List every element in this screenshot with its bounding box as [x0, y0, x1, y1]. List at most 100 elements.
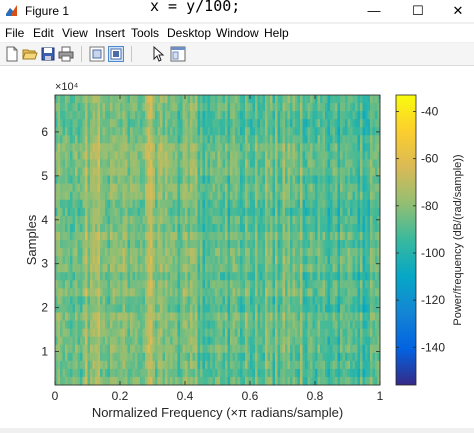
heatmap-cell: [225, 336, 228, 346]
menu-desktop[interactable]: Desktop: [167, 26, 212, 40]
heatmap-cell: [295, 207, 298, 217]
heatmap-cell: [205, 304, 208, 313]
heatmap-cell: [82, 207, 86, 217]
heatmap-cell: [317, 207, 321, 217]
heatmap-cell: [77, 127, 81, 136]
heatmap-cell: [240, 288, 243, 297]
heatmap-cell: [320, 103, 323, 112]
heatmap-cell: [215, 175, 218, 185]
heatmap-cell: [132, 167, 136, 176]
heatmap-cell: [115, 344, 118, 354]
heatmap-cell: [342, 167, 346, 176]
heatmap-cell: [192, 231, 196, 241]
heatmap-cell: [75, 95, 78, 104]
heatmap-cell: [372, 280, 376, 289]
heatmap-cell: [337, 135, 341, 144]
heatmap-cell: [172, 223, 176, 233]
heatmap-cell: [227, 320, 231, 330]
heatmap-cell: [175, 256, 178, 265]
heatmap-cell: [342, 288, 346, 297]
heatmap-cell: [307, 159, 311, 168]
minimize-button[interactable]: —: [367, 3, 381, 18]
heatmap-cell: [277, 183, 281, 193]
heatmap-cell: [125, 256, 128, 265]
heatmap-cell: [332, 288, 336, 297]
maximize-button[interactable]: ☐: [412, 3, 424, 18]
heatmap-cell: [195, 111, 198, 120]
heatmap-cell: [292, 264, 296, 273]
heatmap-cell: [262, 215, 266, 225]
heatmap-cell: [150, 272, 153, 281]
save-icon[interactable]: [40, 46, 56, 62]
heatmap-cell: [260, 336, 263, 346]
heatmap-cell: [355, 199, 358, 209]
menu-tools[interactable]: Tools: [131, 26, 160, 40]
heatmap-cell: [127, 199, 131, 209]
menu-window[interactable]: Window: [216, 26, 259, 40]
menu-help[interactable]: Help: [264, 26, 289, 40]
heatmap-cell: [292, 175, 296, 185]
heatmap-cell: [200, 344, 203, 354]
heatmap-cell: [215, 127, 218, 136]
heatmap-cell: [235, 352, 238, 362]
heatmap-cell: [65, 159, 68, 168]
heatmap-cell: [77, 191, 81, 201]
close-button[interactable]: ✕: [452, 3, 464, 18]
menu-file[interactable]: File: [5, 26, 25, 40]
heatmap-cell: [252, 288, 256, 297]
heatmap-cell: [170, 368, 173, 378]
heatmap-cell: [145, 167, 148, 176]
heatmap-cell: [210, 143, 213, 152]
heatmap-cell: [277, 95, 281, 104]
heatmap-cell: [107, 328, 111, 338]
heatmap-cell: [130, 183, 133, 193]
heatmap-cell: [195, 304, 198, 313]
edit-plot-pointer-icon[interactable]: [150, 46, 166, 62]
dock-icon[interactable]: [170, 46, 186, 62]
open-file-icon[interactable]: [22, 46, 38, 62]
heatmap-cell: [72, 360, 76, 370]
print-icon[interactable]: [58, 46, 74, 62]
heatmap-cell: [292, 103, 296, 112]
heatmap-cell: [80, 183, 83, 193]
heatmap-cell: [200, 256, 203, 265]
heatmap-cell: [112, 240, 116, 249]
heatmap-cell: [287, 360, 291, 370]
heatmap-cell: [175, 344, 178, 354]
heatmap-cell: [82, 256, 86, 265]
heatmap-cell: [180, 103, 183, 112]
heatmap-cell: [140, 95, 143, 104]
heatmap-cell: [130, 240, 133, 249]
menu-insert[interactable]: Insert: [95, 26, 126, 40]
heatmap-cell: [257, 103, 261, 112]
show-plot-tools-icon[interactable]: [108, 46, 124, 62]
heatmap-cell: [262, 296, 266, 305]
heatmap-cell: [117, 344, 121, 354]
heatmap-cell: [105, 95, 108, 104]
heatmap-cell: [175, 352, 178, 362]
heatmap-cell: [197, 328, 201, 338]
heatmap-cell: [285, 320, 288, 330]
heatmap-cell: [260, 119, 263, 128]
menu-edit[interactable]: Edit: [33, 26, 54, 40]
new-figure-icon[interactable]: [4, 46, 20, 62]
heatmap-cell: [265, 272, 268, 281]
heatmap-cell: [237, 296, 241, 305]
heatmap-cell: [185, 336, 188, 346]
heatmap-cell: [90, 296, 93, 305]
heatmap-cell: [130, 151, 133, 160]
heatmap-cell: [152, 127, 156, 136]
heatmap-cell: [280, 95, 283, 104]
heatmap-cell: [260, 288, 263, 297]
heatmap-cell: [150, 143, 153, 152]
heatmap-cell: [72, 344, 76, 354]
heatmap-cell: [92, 248, 96, 257]
heatmap-cell: [197, 288, 201, 297]
heatmap-cell: [312, 248, 316, 257]
heatmap-cell: [155, 256, 158, 265]
menu-view[interactable]: View: [62, 26, 88, 40]
hide-plot-tools-icon[interactable]: [89, 46, 105, 62]
heatmap-cell: [162, 95, 166, 104]
heatmap-cell: [140, 336, 143, 346]
x-tick-label: 0: [52, 389, 59, 403]
